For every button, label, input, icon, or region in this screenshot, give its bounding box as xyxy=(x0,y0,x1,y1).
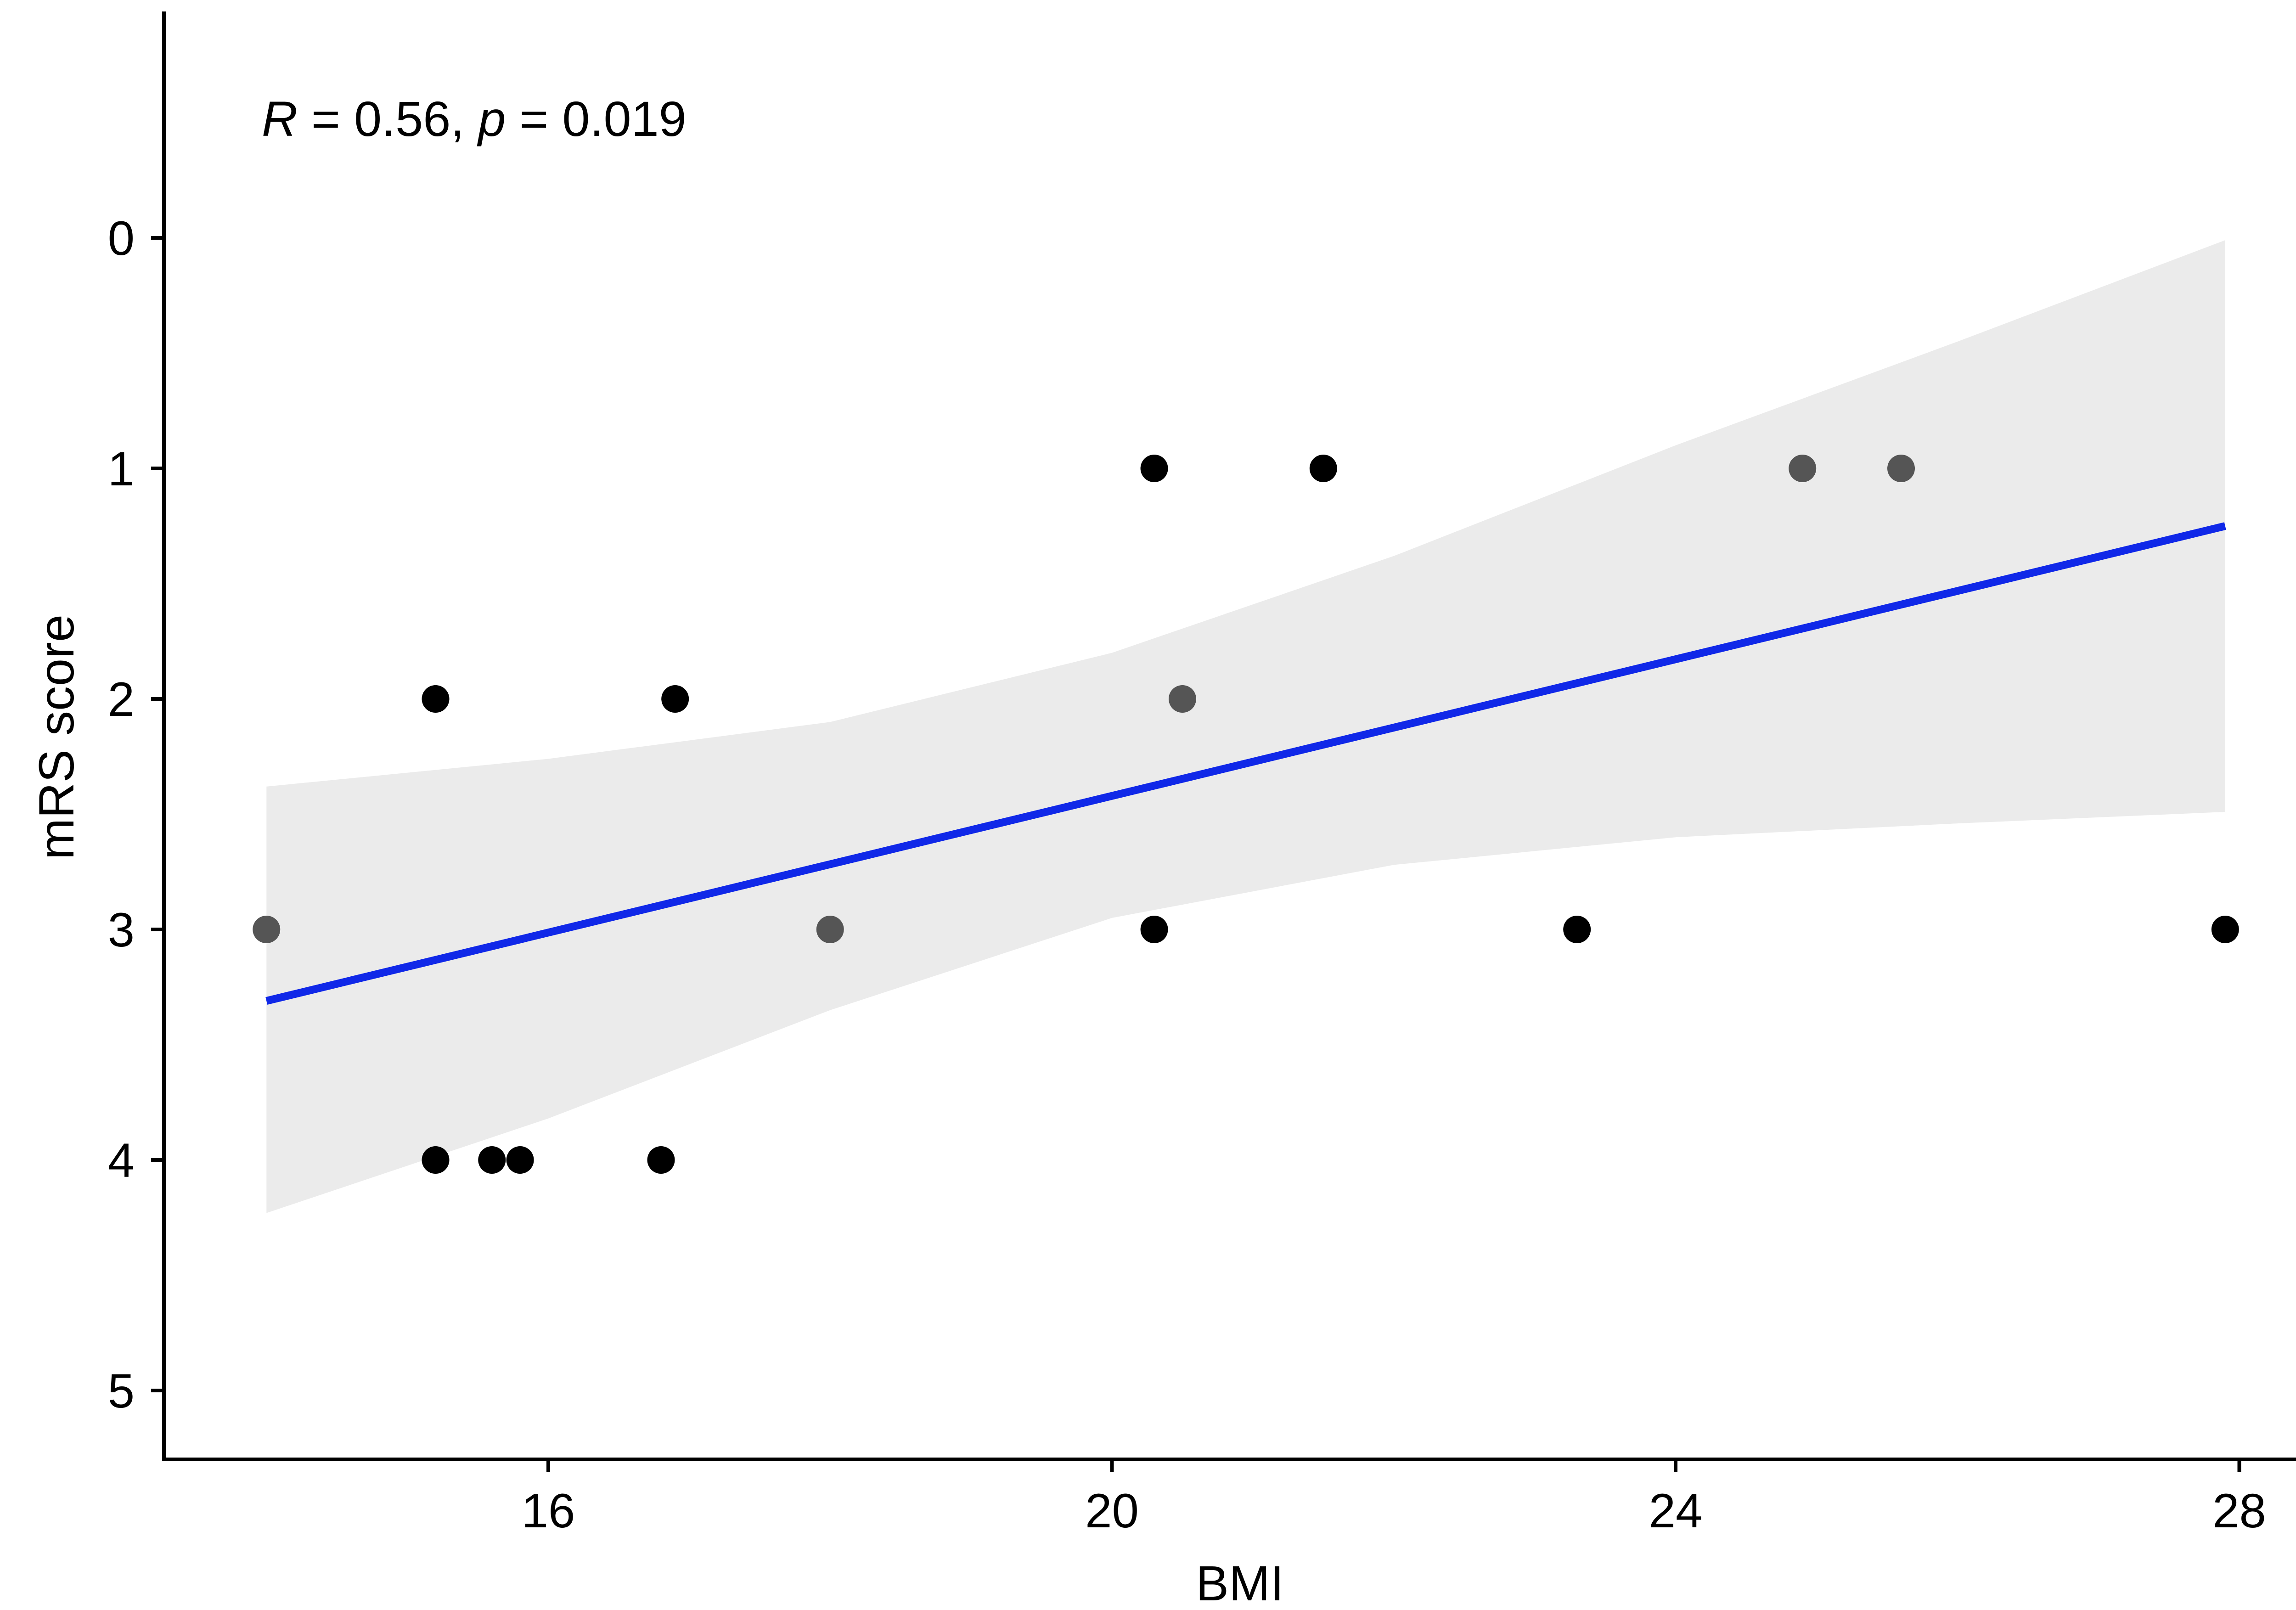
text-layer: R = 0.56, p = 0.019 BMI mRS score xyxy=(28,91,1284,1610)
data-point xyxy=(647,1146,675,1174)
x-tick-label: 28 xyxy=(2212,1484,2266,1538)
data-point xyxy=(253,916,281,943)
data-point xyxy=(1887,455,1915,482)
data-point xyxy=(816,916,844,943)
p-value: = 0.019 xyxy=(506,91,686,146)
y-tick-label: 1 xyxy=(108,442,135,496)
data-point xyxy=(1140,916,1168,943)
data-point xyxy=(1789,455,1817,482)
data-point xyxy=(1563,916,1591,943)
x-tick-label: 20 xyxy=(1085,1484,1139,1538)
data-point xyxy=(478,1146,506,1174)
axes-layer: 0 1 2 3 4 5 16 20 24 28 xyxy=(108,11,2296,1538)
y-tick-label: 5 xyxy=(108,1364,135,1418)
y-tick-label: 3 xyxy=(108,903,135,957)
y-tick-label: 0 xyxy=(108,212,135,265)
y-axis-title: mRS score xyxy=(28,614,84,860)
r-symbol: R xyxy=(262,91,298,146)
data-point xyxy=(1309,455,1337,482)
data-point xyxy=(422,685,450,713)
r-value: = 0.56, xyxy=(298,91,478,146)
data-point xyxy=(422,1146,450,1174)
y-tick-label: 4 xyxy=(108,1134,135,1188)
data-point xyxy=(1140,455,1168,482)
data-point xyxy=(1168,685,1196,713)
x-tick-label: 16 xyxy=(522,1484,575,1538)
data-point xyxy=(506,1146,534,1174)
points-layer xyxy=(253,455,2239,1174)
data-point xyxy=(661,685,689,713)
y-tick-label: 2 xyxy=(108,673,135,726)
confidence-band xyxy=(266,240,2225,1213)
data-point xyxy=(2211,916,2239,943)
regression-line xyxy=(265,522,2226,1005)
p-symbol: p xyxy=(477,91,506,146)
correlation-annotation: R = 0.56, p = 0.019 xyxy=(262,91,687,146)
x-axis-title: BMI xyxy=(1196,1555,1284,1610)
confidence-band-layer xyxy=(266,240,2225,1213)
x-tick-label: 24 xyxy=(1649,1484,1703,1538)
fit-line-layer xyxy=(265,522,2226,1005)
